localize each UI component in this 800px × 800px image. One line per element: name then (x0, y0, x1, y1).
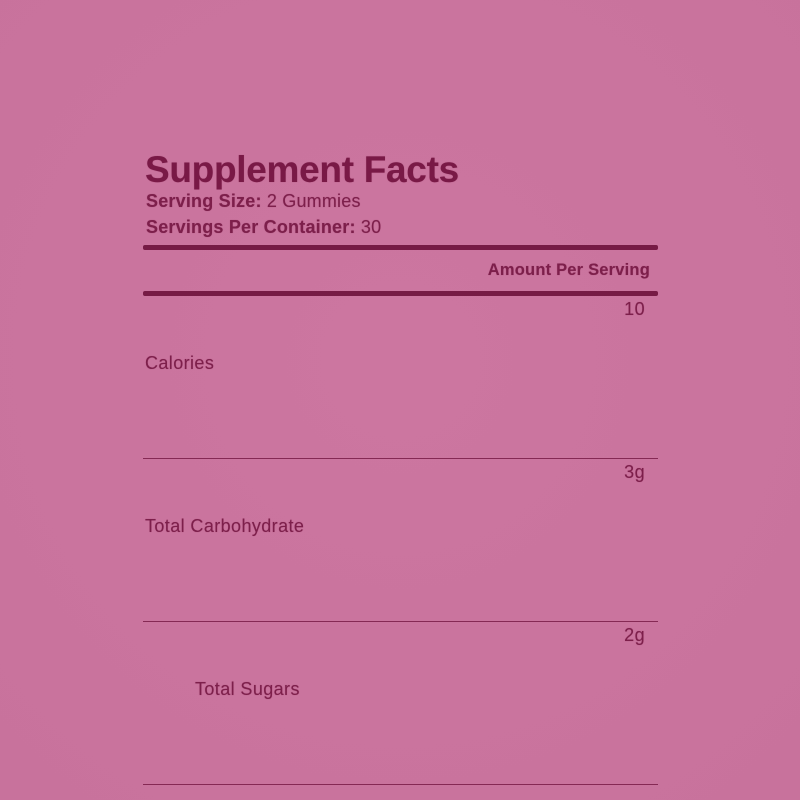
divider-header-top (143, 245, 658, 250)
facts-table: Calories 10 Total Carbohydrate 3g Total … (143, 296, 658, 800)
ingredient-name-line1: Total Sugars (195, 679, 300, 699)
table-row: Calories 10 (143, 296, 658, 459)
supplement-facts-label: Supplement Facts Serving Size: 2 Gummies… (143, 150, 658, 800)
table-row: Total Carbohydrate 3g (143, 459, 658, 622)
ingredient-name: Includes 2g Added Sugars (143, 785, 658, 800)
servings-per-container-label: Servings Per Container: (146, 216, 356, 237)
ingredient-name: Calories (143, 296, 214, 458)
divider-header-bottom (143, 291, 658, 296)
servings-per-container-value: 30 (360, 216, 382, 237)
servings-per-container-line: Servings Per Container: 30 (146, 215, 658, 241)
serving-size-label: Serving Size: (146, 191, 262, 211)
table-row: Includes 2g Added Sugars (143, 785, 658, 800)
ingredient-name-line1: Calories (145, 353, 215, 373)
ingredient-amount: 10 (624, 299, 645, 319)
ingredient-amount: 2g (624, 625, 645, 645)
serving-size-value: 2 Gummies (266, 191, 361, 211)
label-title: Supplement Facts (145, 149, 459, 190)
table-row: Total Sugars 2g (143, 622, 658, 785)
ingredient-name: Total Sugars (143, 622, 300, 784)
ingredient-name-line1: Total Carbohydrate (145, 516, 305, 536)
amount-per-serving-header: Amount Per Serving (487, 260, 650, 279)
ingredient-amount: 3g (624, 462, 645, 482)
serving-size-line: Serving Size: 2 Gummies (146, 189, 658, 215)
ingredient-name: Total Carbohydrate (143, 459, 304, 621)
